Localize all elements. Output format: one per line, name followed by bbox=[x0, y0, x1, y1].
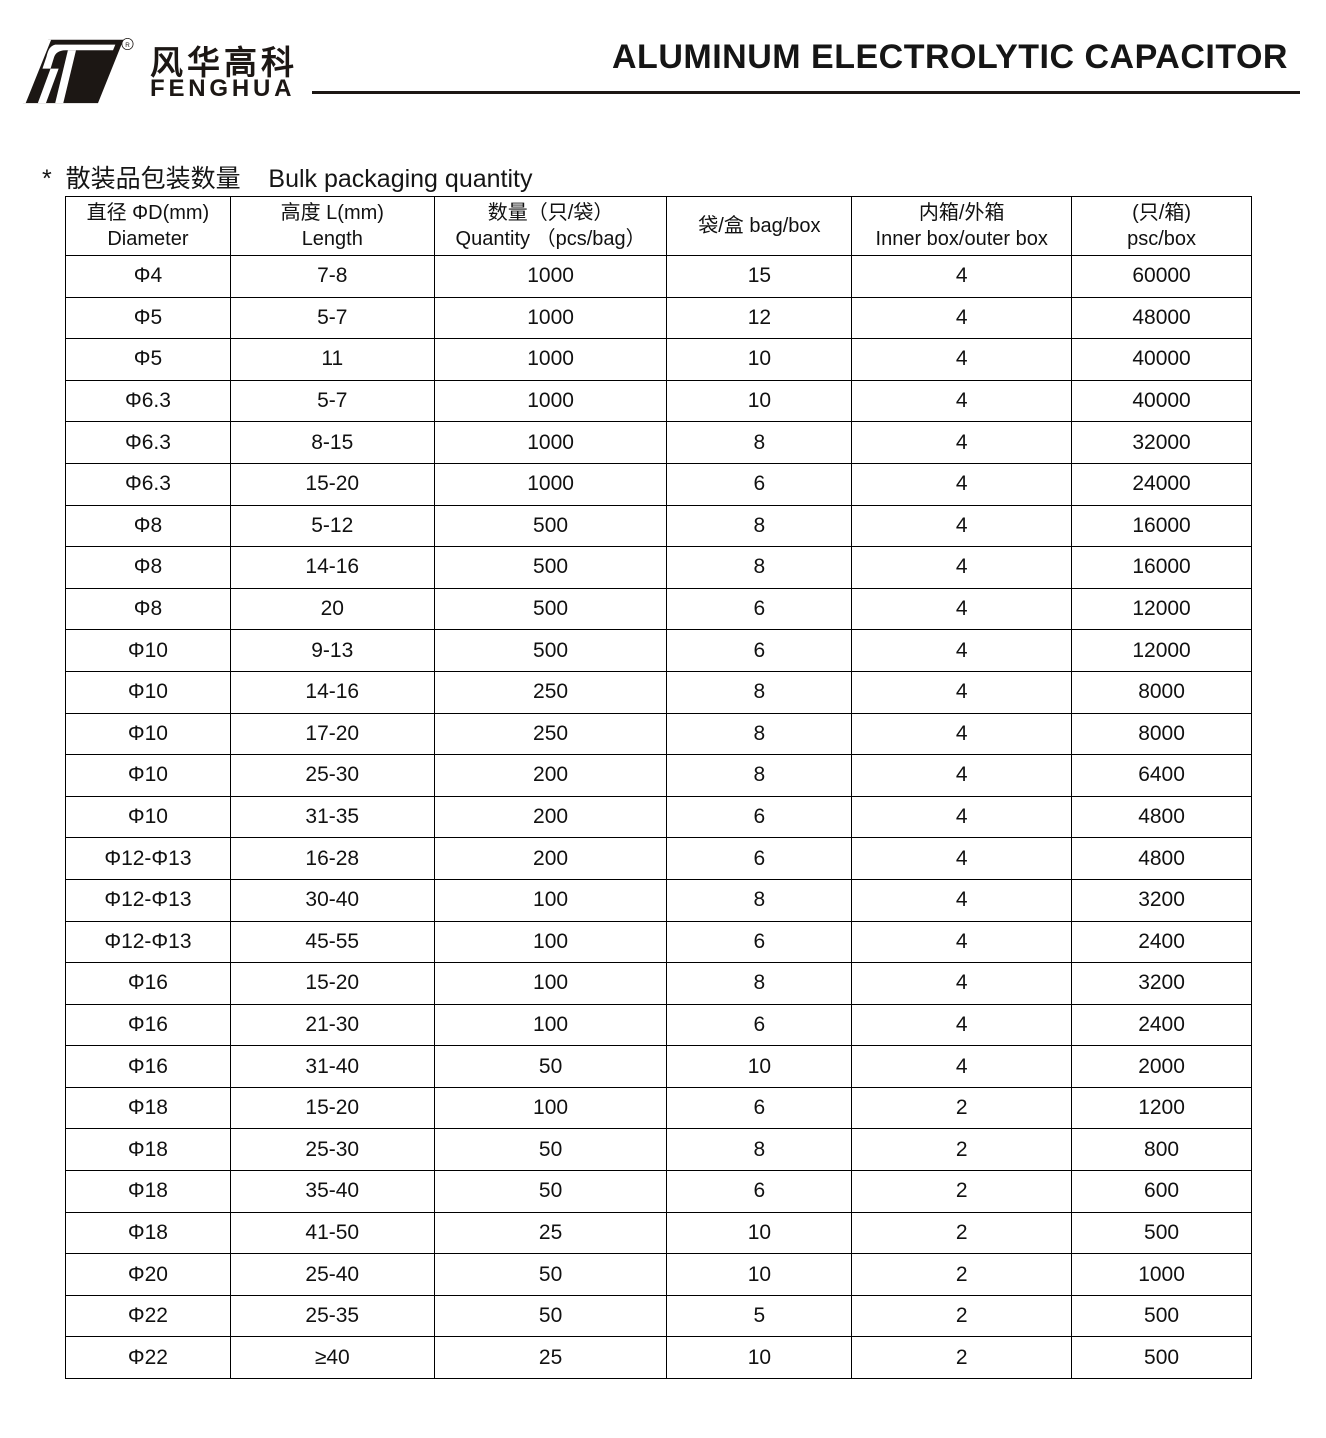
svg-text:R: R bbox=[125, 42, 130, 49]
